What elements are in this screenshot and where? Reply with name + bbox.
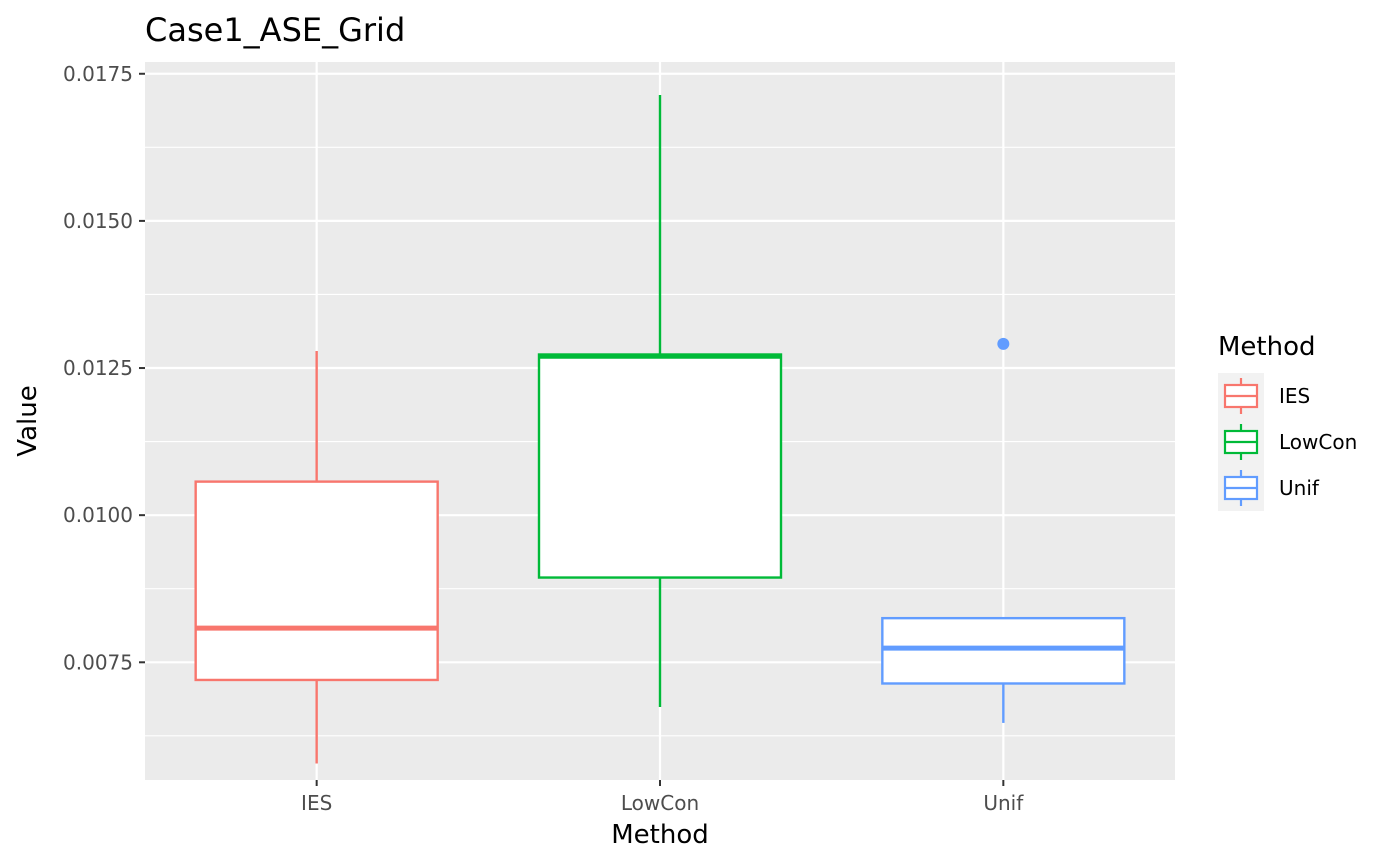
legend-item-unif: Unif — [1218, 465, 1320, 511]
legend-label-lowcon: LowCon — [1279, 430, 1357, 454]
y-tick-label: 0.0125 — [63, 356, 133, 380]
x-axis: IES LowCon Unif — [301, 780, 1024, 815]
x-tick-label: IES — [301, 791, 332, 815]
legend-item-ies: IES — [1218, 373, 1310, 419]
y-tick-label: 0.0150 — [63, 209, 133, 233]
legend-title: Method — [1218, 332, 1316, 362]
box-unif — [881, 337, 1126, 723]
outlier-point-unif — [997, 337, 1010, 350]
chart-title: Case1_ASE_Grid — [145, 11, 405, 49]
y-tick-label: 0.0075 — [63, 650, 133, 674]
y-tick-label: 0.0100 — [63, 503, 133, 527]
box-rect-unif — [881, 616, 1126, 685]
y-axis: 0.0075 0.0100 0.0125 0.0150 0.0175 — [63, 62, 145, 674]
legend: Method IES LowCon Unif — [1218, 332, 1357, 511]
box-ies — [194, 350, 439, 764]
y-tick-label: 0.0175 — [63, 62, 133, 86]
y-axis-title: Value — [13, 385, 43, 456]
box-lowcon — [537, 94, 783, 708]
legend-item-lowcon: LowCon — [1218, 419, 1357, 465]
x-tick-label: Unif — [983, 791, 1024, 815]
x-tick-label: LowCon — [621, 791, 699, 815]
boxes-layer — [194, 94, 1126, 764]
x-axis-title: Method — [611, 820, 709, 850]
box-rect-lowcon — [537, 353, 783, 579]
legend-label-unif: Unif — [1279, 476, 1320, 500]
box-rect-ies — [194, 480, 439, 682]
legend-label-ies: IES — [1279, 384, 1310, 408]
